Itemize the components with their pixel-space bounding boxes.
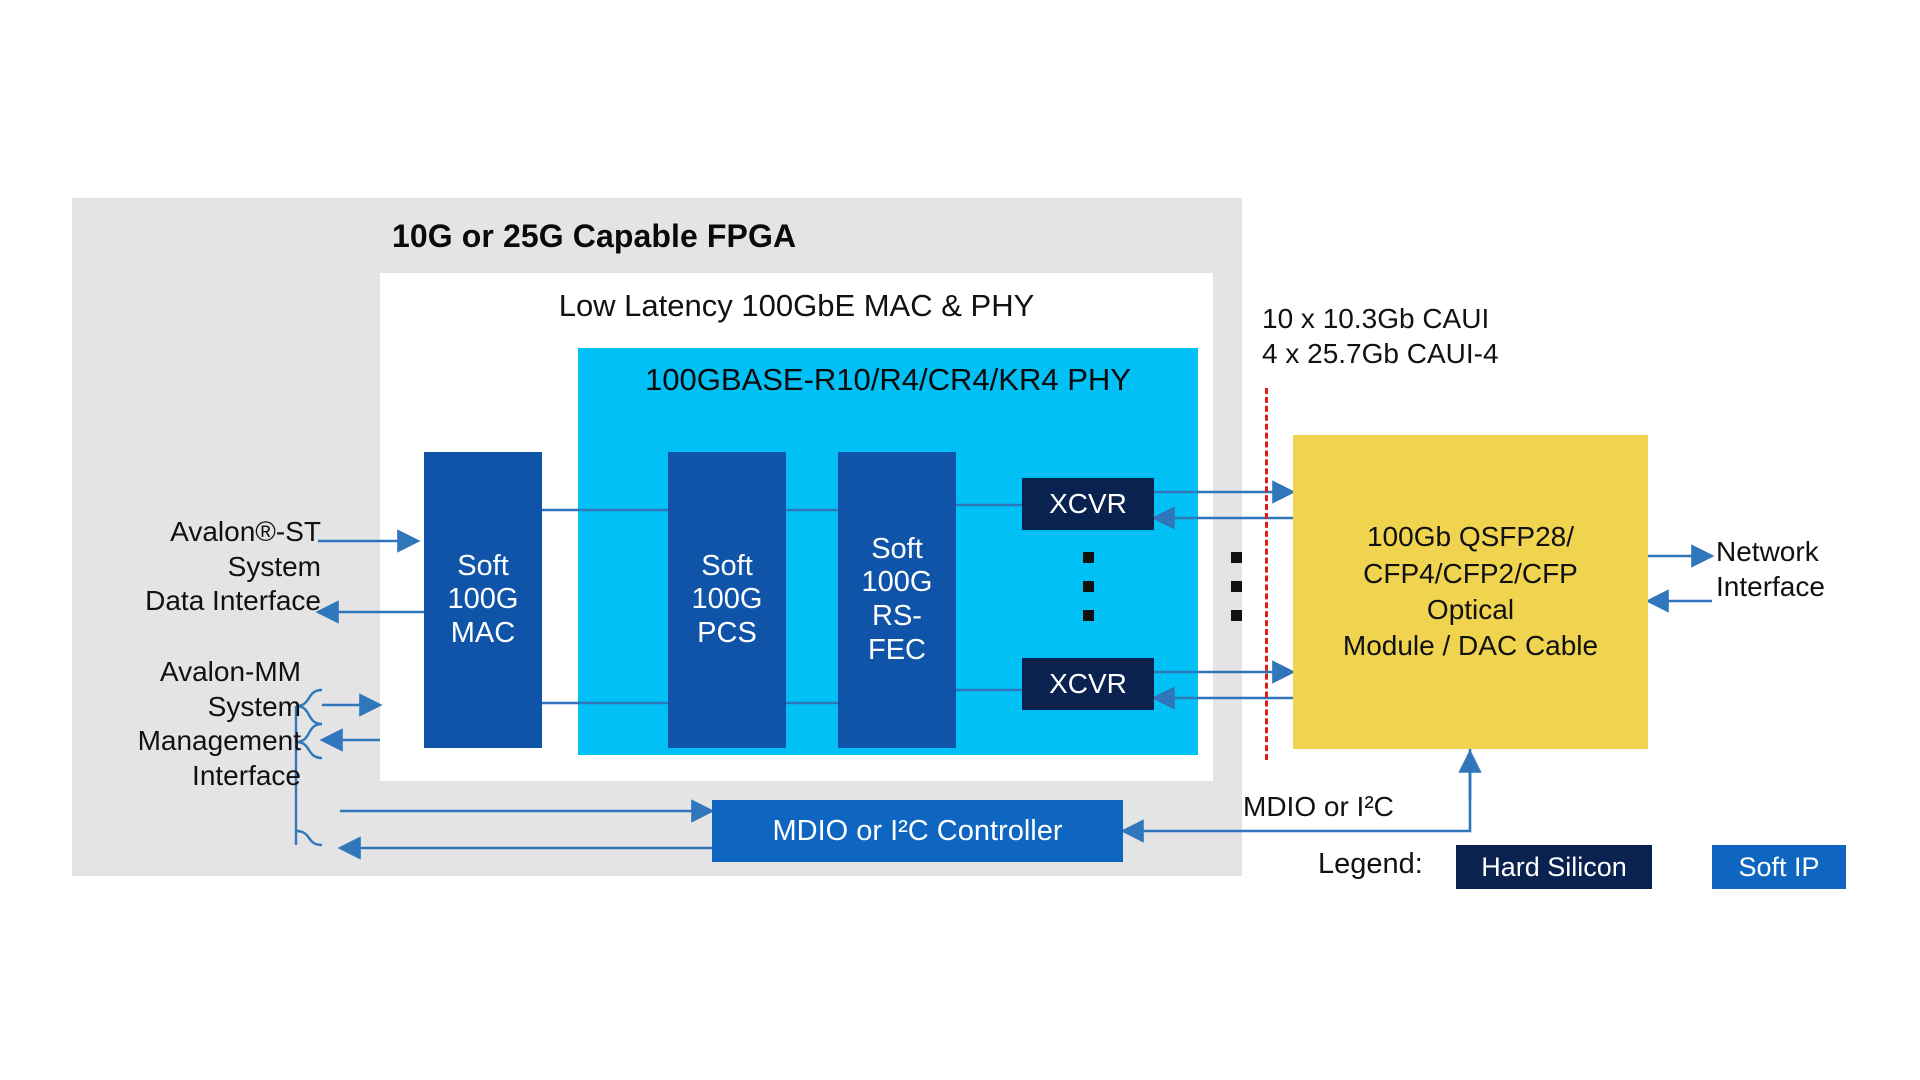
avalon-mm-interface-label: Avalon-MM System Management Interface [66,655,301,794]
avalon-st-line: Data Interface [145,585,321,617]
legend-swatch-soft-ip: Soft IP [1712,845,1846,889]
block-mdio-i2c-controller[interactable]: MDIO or I²C Controller [712,800,1123,862]
fpga-title: 10G or 25G Capable FPGA [392,218,797,254]
optical-line: CFP4/CFP2/CFP [1363,557,1578,589]
caui-boundary-divider [1265,388,1268,760]
avalon-st-line: Avalon®-ST [170,516,321,547]
block-line: MAC [450,616,516,649]
optical-line: Module / DAC Cable [1342,630,1599,662]
block-xcvr-top[interactable]: XCVR [1022,478,1154,530]
ellipsis-dots-outer [1229,552,1243,621]
mdio-wire-label: MDIO or I²C [1243,791,1394,822]
block-line: RS- [872,600,922,632]
optical-line: 100Gb QSFP28/ [1366,521,1574,553]
optical-line: Optical [1426,594,1515,625]
block-line: PCS [697,616,757,649]
avalon-mm-line: System [207,690,301,722]
avalon-mm-line: Interface [192,760,301,792]
block-soft-100g-mac[interactable]: Soft 100G MAC [424,452,542,748]
caui-line: 4 x 25.7Gb CAUI-4 [1262,337,1499,369]
avalon-mm-line: Avalon-MM [159,656,301,687]
block-xcvr-bottom[interactable]: XCVR [1022,658,1154,710]
block-soft-100g-pcs[interactable]: Soft 100G PCS [668,452,786,748]
block-soft-100g-rs-fec[interactable]: Soft 100G RS- FEC [838,452,956,748]
phy-title: 100GBASE-R10/R4/CR4/KR4 PHY [645,362,1131,397]
avalon-st-interface-label: Avalon®-ST System Data Interface [86,515,321,619]
optical-module-block[interactable]: 100Gb QSFP28/ CFP4/CFP2/CFP Optical Modu… [1293,435,1648,749]
block-line: 100G [861,566,933,599]
network-interface-label: Network Interface [1716,535,1896,604]
legend-title: Legend: [1318,848,1423,880]
mac-phy-title: Low Latency 100GbE MAC & PHY [558,288,1035,323]
ellipsis-dots-inner [1081,552,1095,621]
legend-swatch-hard-silicon: Hard Silicon [1456,845,1652,889]
network-line: Interface [1716,570,1825,602]
caui-rate-label: 10 x 10.3Gb CAUI 4 x 25.7Gb CAUI-4 [1262,302,1592,371]
block-line: Soft [871,532,923,565]
caui-line: 10 x 10.3Gb CAUI [1262,303,1490,334]
network-line: Network [1716,536,1819,567]
block-line: 100G [691,583,763,616]
avalon-mm-line: Management [137,725,301,757]
block-line: FEC [868,633,926,666]
block-line: Soft [457,549,509,582]
block-line: 100G [447,583,519,616]
avalon-st-line: System [227,550,321,582]
block-line: Soft [701,549,753,582]
